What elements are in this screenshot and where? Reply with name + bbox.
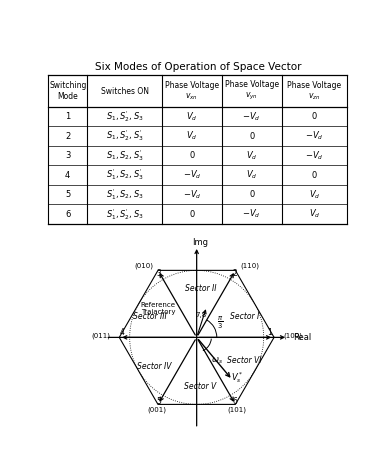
- Text: 4: 4: [120, 328, 125, 337]
- Text: 0: 0: [312, 171, 317, 180]
- Text: Phase Voltage
$v_{yn}$: Phase Voltage $v_{yn}$: [225, 80, 279, 102]
- Text: $V_d$: $V_d$: [246, 169, 257, 181]
- Text: 6: 6: [232, 397, 237, 406]
- Text: $V_d$: $V_d$: [186, 130, 198, 142]
- Text: 0: 0: [312, 112, 317, 121]
- Text: Switching
Mode: Switching Mode: [49, 81, 86, 101]
- Text: Img: Img: [192, 238, 208, 247]
- Text: 3: 3: [65, 151, 70, 160]
- Text: $S_1, S_2, S_3^{'}$: $S_1, S_2, S_3^{'}$: [106, 148, 144, 163]
- Text: Sector VI: Sector VI: [227, 356, 262, 365]
- Text: Sector III: Sector III: [133, 312, 167, 321]
- Text: Sector IV: Sector IV: [137, 362, 171, 371]
- Text: $-V_d$: $-V_d$: [242, 208, 261, 220]
- Text: $\frac{\pi}{3}$: $\frac{\pi}{3}$: [217, 314, 223, 331]
- Text: $-V_d$: $-V_d$: [183, 169, 201, 181]
- Text: 1: 1: [65, 112, 70, 121]
- Text: 0: 0: [189, 210, 195, 219]
- Text: (101): (101): [227, 407, 246, 413]
- Text: $S_1^{'}, S_2, S_3^{'}$: $S_1^{'}, S_2, S_3^{'}$: [106, 167, 144, 183]
- Text: 5: 5: [65, 190, 70, 199]
- Text: Six Modes of Operation of Space Vector: Six Modes of Operation of Space Vector: [95, 62, 301, 72]
- Text: $V_d$: $V_d$: [309, 208, 320, 220]
- Text: $-V_d$: $-V_d$: [242, 110, 261, 123]
- Text: $\omega_s$: $\omega_s$: [211, 355, 223, 366]
- Text: 5: 5: [156, 397, 161, 406]
- Text: (001): (001): [147, 407, 166, 413]
- Text: (110): (110): [240, 262, 259, 269]
- Text: $-V_d$: $-V_d$: [183, 188, 201, 201]
- Text: 1: 1: [267, 328, 272, 337]
- Text: Sector V: Sector V: [185, 382, 217, 391]
- Text: 4: 4: [65, 171, 70, 180]
- Text: 0: 0: [249, 190, 254, 199]
- Text: $S_1, S_2^{'}, S_3^{'}$: $S_1, S_2^{'}, S_3^{'}$: [106, 129, 144, 143]
- Text: Reference
Trajactory: Reference Trajactory: [141, 302, 176, 315]
- Text: $S_1^{'}, S_2, S_3$: $S_1^{'}, S_2, S_3$: [106, 187, 144, 202]
- Text: 6: 6: [65, 210, 70, 219]
- Text: (100): (100): [283, 333, 302, 339]
- Text: Sector II: Sector II: [185, 284, 216, 293]
- Text: $V_s^*$: $V_s^*$: [231, 370, 243, 385]
- Text: $- V_d$: $- V_d$: [305, 149, 324, 162]
- Text: Phase Voltage
$v_{zn}$: Phase Voltage $v_{zn}$: [288, 81, 342, 102]
- Text: (010): (010): [134, 262, 153, 269]
- Text: Phase Voltage
$v_{xn}$: Phase Voltage $v_{xn}$: [165, 81, 219, 102]
- Text: (011): (011): [91, 333, 110, 339]
- Text: 0: 0: [189, 151, 195, 160]
- Text: 2: 2: [232, 269, 237, 278]
- Text: 3: 3: [156, 269, 161, 278]
- Text: $V_d$: $V_d$: [246, 149, 257, 162]
- Text: $-V_d$: $-V_d$: [305, 130, 324, 142]
- Text: 2: 2: [65, 131, 70, 140]
- Text: 7,8: 7,8: [196, 312, 207, 318]
- Text: $V_d$: $V_d$: [309, 188, 320, 201]
- Text: $S_1, S_2^{'}, S_3$: $S_1, S_2^{'}, S_3$: [106, 109, 144, 124]
- Text: Switches ON: Switches ON: [100, 87, 149, 96]
- Text: $S_1^{'}, S_2^{'}, S_3$: $S_1^{'}, S_2^{'}, S_3$: [106, 207, 144, 221]
- Text: Real: Real: [293, 333, 311, 342]
- Text: 0: 0: [249, 131, 254, 140]
- Text: $V_d$: $V_d$: [186, 110, 198, 123]
- Text: Sector I: Sector I: [230, 312, 259, 321]
